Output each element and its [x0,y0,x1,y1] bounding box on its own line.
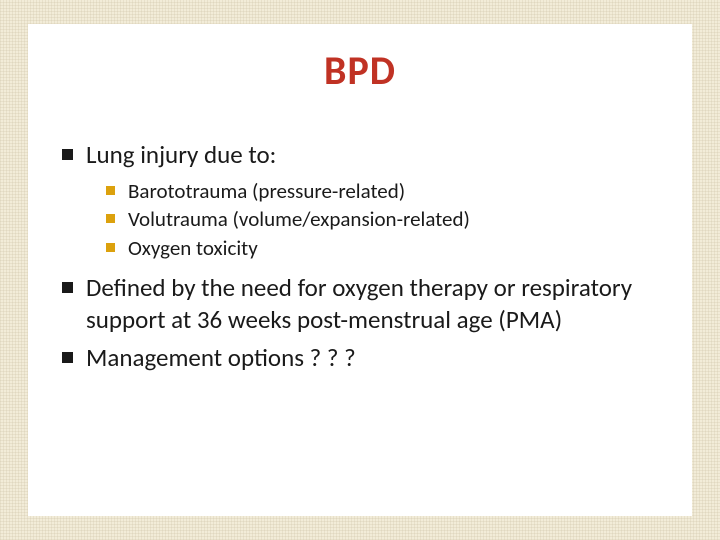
bullet-text: Barototrauma (pressure-related) [128,178,405,204]
slide-title: BPD [28,46,692,95]
bullet-text: Defined by the need for oxygen therapy o… [86,272,632,335]
list-item: Barototrauma (pressure-related) [104,177,664,205]
list-item: Defined by the need for oxygen therapy o… [56,272,664,336]
list-item: Lung injury due to: Barototrauma (pressu… [56,139,664,262]
slide-body: BPD Lung injury due to: Barototrauma (pr… [28,24,692,516]
bullet-text: Oxygen toxicity [128,235,258,261]
list-item: Oxygen toxicity [104,234,664,262]
bullet-text: Management options ? ? ? [86,342,356,373]
list-item: Volutrauma (volume/expansion-related) [104,205,664,233]
list-item: Management options ? ? ? [56,342,664,374]
bullet-list: Lung injury due to: Barototrauma (pressu… [56,139,664,374]
title-region: BPD [28,24,692,115]
sub-bullet-list: Barototrauma (pressure-related) Volutrau… [86,177,664,262]
bullet-text: Lung injury due to: [86,139,276,170]
content-region: Lung injury due to: Barototrauma (pressu… [28,115,692,374]
bullet-text: Volutrauma (volume/expansion-related) [128,206,470,232]
